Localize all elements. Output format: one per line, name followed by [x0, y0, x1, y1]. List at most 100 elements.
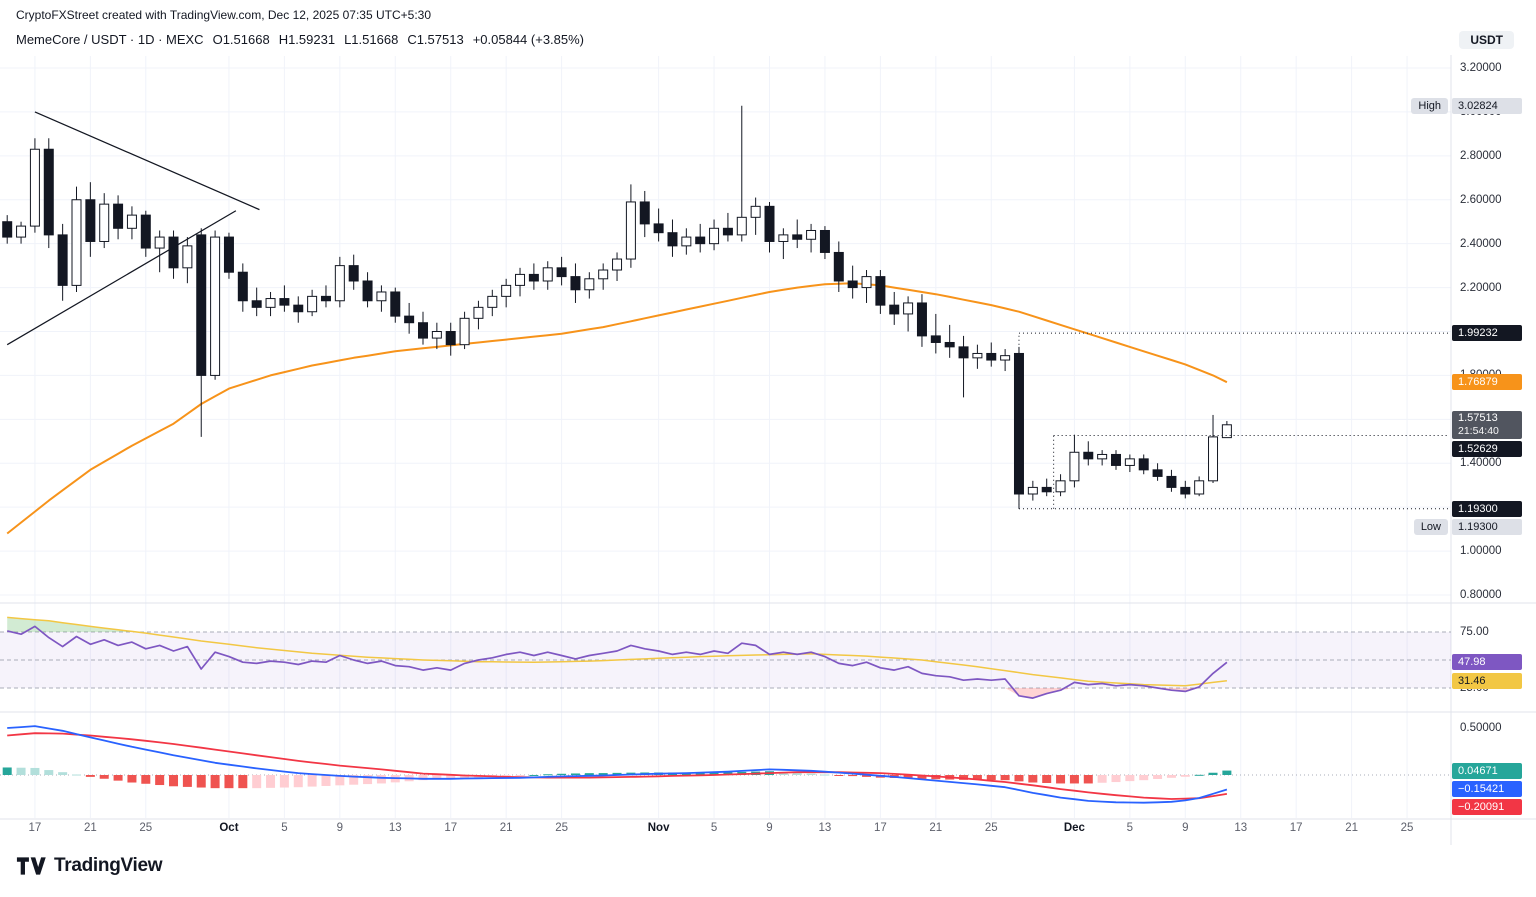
- candle-body: [1166, 475, 1177, 488]
- candle-body: [126, 214, 137, 229]
- scale-tick: 0.50000: [1460, 722, 1502, 734]
- time-axis[interactable]: 17 21 25 Oct 5 9 13 17 21 25 Nov 5 9 13 17 21 25 Dec 5 9 13 1…: [0, 0, 1451, 845]
- macd-hist-bar: [30, 767, 40, 775]
- candle-body: [57, 234, 68, 286]
- price-badge: −0.20091: [1452, 799, 1522, 816]
- scale-tick: 2.60000: [1460, 193, 1502, 206]
- macd-hist-bar: [1083, 775, 1093, 784]
- candle-body: [487, 295, 498, 308]
- macd-hist-bar: [1153, 775, 1163, 779]
- candle-body: [833, 251, 844, 282]
- candle-body: [1111, 453, 1121, 466]
- candle-body: [528, 273, 539, 282]
- trendline[interactable]: [6, 210, 237, 346]
- time-label: 25: [1400, 822, 1414, 834]
- macd-hist-bar: [238, 775, 248, 789]
- scale-tick: 2.20000: [1460, 281, 1502, 294]
- candle-body: [376, 291, 387, 302]
- macd-hist-bar: [99, 775, 109, 779]
- time-label: 21: [83, 822, 97, 834]
- time-label: 21: [929, 822, 943, 834]
- price-badge: 1.19300: [1452, 518, 1522, 535]
- macd-hist-bar: [1028, 775, 1038, 783]
- price-badge: 1.52629: [1452, 440, 1522, 457]
- candle-body: [916, 302, 927, 337]
- candle-body: [639, 201, 650, 225]
- candle-body: [265, 298, 276, 308]
- candle-body: [404, 315, 415, 324]
- candle-body: [1208, 436, 1219, 482]
- currency-unit-badge[interactable]: USDT: [1459, 31, 1514, 49]
- macd-hist-bar: [848, 775, 858, 777]
- candle-body: [930, 335, 941, 343]
- candle-body: [889, 304, 900, 315]
- candle-body: [501, 284, 512, 297]
- candle-body: [431, 330, 442, 339]
- candle-body: [99, 203, 110, 242]
- price-badge: 3.02824: [1452, 97, 1522, 114]
- candle-body: [459, 317, 470, 346]
- macd-hist-bar: [584, 773, 594, 775]
- trendline[interactable]: [34, 111, 260, 211]
- macd-hist-bar: [72, 774, 81, 776]
- time-label: 25: [984, 822, 998, 834]
- macd-hist-bar: [293, 775, 303, 788]
- macd-hist-bar: [972, 775, 982, 780]
- candle-body: [612, 258, 623, 271]
- ohlc-open: O1.51668: [212, 32, 270, 47]
- macd-hist-bar: [113, 775, 123, 781]
- time-label: 25: [139, 822, 153, 834]
- candle-body: [570, 276, 581, 291]
- macd-hist-bar: [85, 775, 95, 777]
- time-label: 9: [1182, 822, 1189, 834]
- macd-hist-bar: [1097, 775, 1107, 783]
- macd-hist-bar: [695, 772, 705, 775]
- macd-hist-bar: [1042, 775, 1052, 783]
- price-badge: 47.98: [1452, 654, 1522, 671]
- candle-body: [1097, 453, 1108, 460]
- candle-body: [307, 295, 318, 313]
- price-badge: 1.99232: [1452, 325, 1522, 342]
- macd-hist-bar: [1166, 775, 1176, 778]
- macd-hist-bar: [141, 775, 151, 784]
- low-chip: Low: [1413, 518, 1448, 535]
- candle-body: [390, 291, 401, 317]
- macd-hist-bar: [182, 775, 192, 787]
- macd-hist-bar: [1125, 775, 1135, 782]
- tradingview-logo[interactable]: TradingView: [16, 854, 163, 878]
- candle-body: [168, 236, 179, 269]
- time-label: 13: [388, 822, 402, 834]
- candle-body: [196, 234, 207, 376]
- candle-body: [182, 245, 193, 269]
- candle-body: [154, 236, 165, 249]
- time-label: 21: [499, 822, 513, 834]
- time-label-month: Dec: [1063, 822, 1085, 834]
- candle-body: [986, 352, 997, 361]
- time-label-month: Nov: [647, 822, 670, 834]
- tradingview-logo-icon: [16, 857, 46, 875]
- price-scale[interactable]: 3.200003.000002.800002.600002.400002.200…: [1452, 0, 1536, 845]
- price-badge: 1.76879: [1452, 374, 1522, 391]
- candle-body: [875, 276, 886, 306]
- candle-body: [1152, 469, 1163, 477]
- time-label: 21: [1345, 822, 1359, 834]
- time-label: 13: [1234, 822, 1248, 834]
- macd-hist-bar: [543, 774, 553, 776]
- candle-body: [334, 265, 345, 302]
- macd-hist-bar: [917, 775, 927, 779]
- candle-body: [722, 227, 733, 236]
- candle-body: [819, 229, 830, 253]
- macd-hist-bar: [446, 775, 456, 779]
- candle-body: [542, 267, 553, 282]
- attribution-text: CryptoFXStreet created with TradingView.…: [16, 8, 431, 22]
- candle-body: [362, 280, 373, 302]
- macd-hist-bar: [279, 775, 289, 788]
- macd-hist-bar: [501, 775, 511, 777]
- indicator-line: [7, 625, 1228, 699]
- tradingview-logo-text: TradingView: [54, 855, 163, 876]
- macd-hist-bar: [169, 775, 179, 787]
- indicator-line: [7, 732, 1228, 800]
- candle-body: [584, 278, 595, 291]
- macd-hist-bar: [2, 767, 12, 775]
